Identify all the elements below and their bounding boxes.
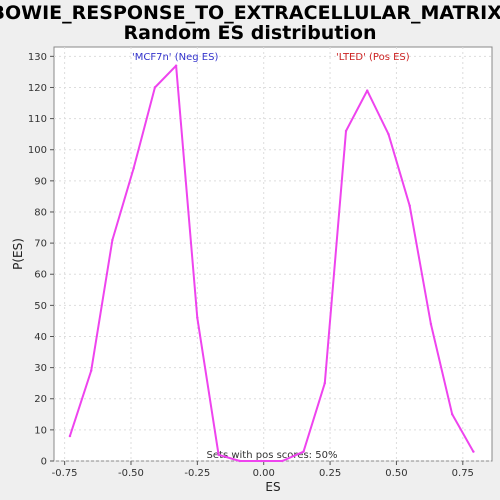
sets-with-pos-scores: Sets with pos scores: 50% <box>207 450 338 461</box>
pos-es-label: 'LTED' (Pos ES) <box>336 52 410 63</box>
data-point <box>89 369 93 372</box>
data-point <box>323 381 326 385</box>
grid <box>54 47 492 462</box>
y-tick-label: 110 <box>28 114 47 125</box>
x-tick-label: 0.00 <box>253 468 275 479</box>
y-tick-label: 130 <box>28 52 47 63</box>
data-point <box>174 64 178 67</box>
x-tick-label: -0.50 <box>118 468 144 479</box>
data-point <box>153 86 157 89</box>
y-tick-label: 30 <box>34 363 47 374</box>
y-tick-label: 60 <box>34 270 47 281</box>
series-group <box>68 64 475 463</box>
axis-ticks: 0 10 20 30 40 50 60 70 80 90 100 110 120 130 -0.75 -0.5… <box>28 52 474 479</box>
series-line <box>68 64 475 462</box>
y-tick-label: 120 <box>28 83 47 94</box>
data-point <box>302 450 305 453</box>
data-point <box>366 89 369 92</box>
data-point <box>408 204 411 207</box>
data-point <box>111 238 114 242</box>
data-point <box>259 459 263 463</box>
chart-title-line1: BOWIE_RESPONSE_TO_EXTRACELLULAR_MATRIX: <box>0 2 500 24</box>
data-point <box>387 132 390 136</box>
chart-title-line2: Random ES distribution <box>123 22 376 44</box>
data-point <box>68 434 72 438</box>
y-tick-label: 20 <box>34 394 47 405</box>
data-point <box>472 450 475 453</box>
data-point <box>429 322 433 326</box>
x-tick-label: 0.25 <box>319 468 341 479</box>
data-point <box>344 129 348 133</box>
y-tick-label: 10 <box>34 425 47 436</box>
data-point <box>450 413 454 416</box>
x-axis-label: ES <box>265 480 280 494</box>
y-tick-label: 90 <box>34 176 47 187</box>
x-tick-label: 0.50 <box>385 468 407 479</box>
data-point <box>281 459 284 463</box>
x-tick-label: -0.75 <box>52 468 78 479</box>
data-point <box>196 316 199 320</box>
y-tick-label: 0 <box>41 457 47 468</box>
y-tick-label: 70 <box>34 239 47 250</box>
data-point <box>217 453 220 456</box>
data-point <box>132 167 135 170</box>
y-tick-label: 50 <box>34 301 47 312</box>
y-tick-label: 40 <box>34 332 47 343</box>
x-tick-label: 0.75 <box>452 468 474 479</box>
data-point <box>238 459 242 463</box>
neg-es-label: 'MCF7n' (Neg ES) <box>132 52 218 63</box>
y-tick-label: 100 <box>28 145 47 156</box>
y-tick-label: 80 <box>34 207 47 218</box>
y-axis-label: P(ES) <box>11 238 25 270</box>
x-tick-label: -0.25 <box>184 468 210 479</box>
